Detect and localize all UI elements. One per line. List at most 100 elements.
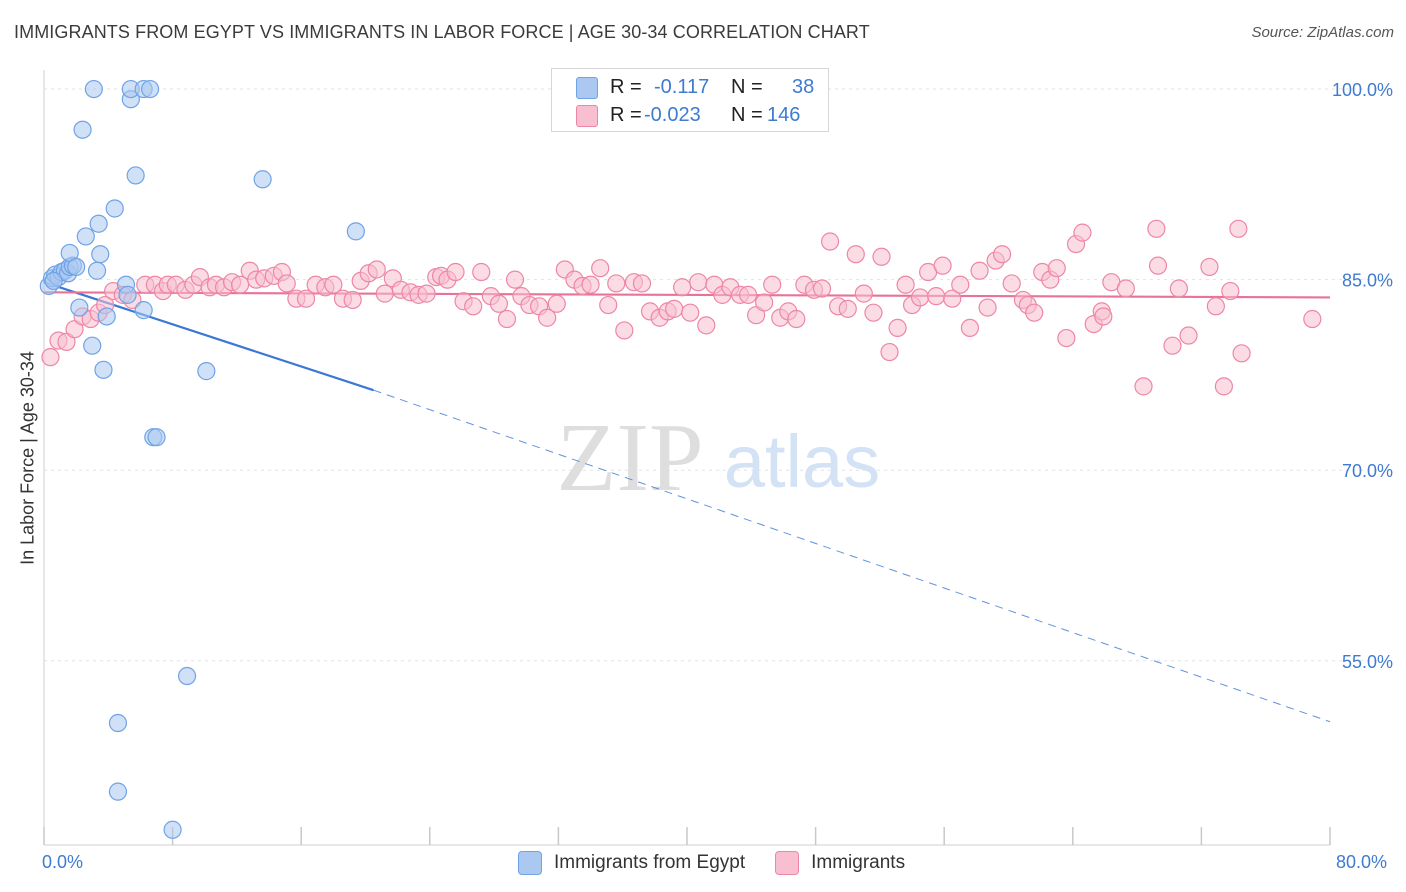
immigrants-point[interactable] — [375, 284, 394, 303]
immigrants-point[interactable] — [538, 308, 557, 327]
immigrants-point[interactable] — [489, 294, 509, 313]
immigrants-point[interactable] — [1169, 279, 1188, 298]
immigrants-point[interactable] — [951, 275, 970, 294]
egypt-point[interactable] — [76, 227, 95, 246]
immigrants-point[interactable] — [497, 309, 517, 329]
immigrants-point[interactable] — [838, 299, 857, 318]
immigrants-point[interactable] — [880, 342, 899, 362]
immigrants-point[interactable] — [1221, 281, 1240, 301]
immigrants-point[interactable] — [1073, 223, 1092, 242]
immigrants-point[interactable] — [1147, 219, 1166, 238]
immigrants-point[interactable] — [697, 316, 716, 335]
immigrants-point[interactable] — [1232, 344, 1251, 363]
immigrants-point[interactable] — [888, 318, 907, 338]
immigrants-point[interactable] — [933, 256, 952, 275]
egypt-point[interactable] — [73, 120, 92, 139]
immigrants-point[interactable] — [854, 284, 873, 303]
immigrants-point[interactable] — [846, 245, 865, 264]
immigrants-point[interactable] — [231, 275, 250, 294]
immigrants-point[interactable] — [547, 294, 566, 313]
egypt-point[interactable] — [105, 199, 124, 218]
immigrants-point[interactable] — [1200, 257, 1219, 277]
immigrants-point[interactable] — [505, 270, 525, 289]
immigrants-point[interactable] — [896, 275, 915, 294]
egypt-point[interactable] — [126, 166, 145, 185]
immigrants-point[interactable] — [943, 289, 962, 308]
immigrants-point[interactable] — [872, 247, 891, 266]
immigrants-point[interactable] — [1206, 297, 1225, 316]
immigrants-point[interactable] — [864, 303, 883, 322]
immigrants-point[interactable] — [1047, 259, 1066, 278]
immigrants-point[interactable] — [599, 295, 618, 315]
egypt-point[interactable] — [147, 428, 166, 447]
egypt-point[interactable] — [91, 245, 110, 264]
immigrants-point[interactable] — [1179, 326, 1198, 345]
egypt-point[interactable] — [84, 79, 103, 99]
immigrants-point[interactable] — [763, 275, 782, 294]
immigrants-point[interactable] — [296, 289, 316, 308]
immigrants-point[interactable] — [607, 274, 626, 293]
immigrants-point[interactable] — [1116, 279, 1135, 298]
immigrants-point[interactable] — [632, 274, 652, 293]
immigrants-point[interactable] — [927, 287, 946, 306]
immigrants-point[interactable] — [324, 275, 343, 294]
immigrants-point[interactable] — [910, 288, 930, 307]
immigrants-point[interactable] — [820, 232, 840, 251]
immigrants-point[interactable] — [970, 261, 989, 280]
immigrants-point[interactable] — [738, 285, 758, 304]
immigrants-point[interactable] — [689, 273, 708, 292]
immigrants-point[interactable] — [343, 290, 362, 310]
egypt-point[interactable] — [134, 301, 153, 320]
egypt-point[interactable] — [70, 298, 89, 317]
immigrants-point[interactable] — [681, 303, 700, 322]
immigrants-point[interactable] — [1303, 309, 1322, 329]
egypt-point[interactable] — [87, 261, 107, 280]
source-credit[interactable]: Source: ZipAtlas.com — [1251, 24, 1394, 41]
series-legend-immigrants[interactable]: Immigrants — [775, 851, 905, 875]
egypt-point[interactable] — [94, 360, 113, 379]
egypt-point[interactable] — [108, 782, 128, 801]
immigrants-point[interactable] — [787, 309, 806, 329]
egypt-point[interactable] — [163, 820, 182, 839]
immigrants-point[interactable] — [615, 321, 634, 340]
immigrants-point[interactable] — [1229, 219, 1248, 238]
immigrants-point[interactable] — [1134, 377, 1153, 396]
immigrants-point[interactable] — [1094, 307, 1113, 326]
immigrants-point[interactable] — [41, 348, 60, 367]
immigrants-point[interactable] — [978, 298, 997, 317]
immigrants-point[interactable] — [367, 260, 386, 279]
egypt-point[interactable] — [140, 79, 160, 99]
immigrants-point[interactable] — [472, 262, 491, 282]
immigrants-point[interactable] — [1025, 303, 1044, 322]
immigrants-point[interactable] — [464, 297, 483, 316]
y-axis-label: In Labor Force | Age 30-34 — [17, 351, 38, 565]
egypt-point[interactable] — [197, 362, 216, 381]
series-legend-egypt[interactable]: Immigrants from Egypt — [518, 851, 745, 875]
egypt-point[interactable] — [118, 285, 137, 304]
egypt-point[interactable] — [177, 666, 197, 686]
immigrants-point[interactable] — [665, 299, 684, 318]
egypt-point[interactable] — [89, 214, 108, 233]
immigrants-point[interactable] — [581, 275, 600, 294]
egypt-point[interactable] — [83, 336, 102, 355]
immigrants-point[interactable] — [1002, 274, 1021, 293]
immigrants-point[interactable] — [960, 318, 980, 338]
immigrants-point[interactable] — [1057, 328, 1076, 348]
egypt-point[interactable] — [108, 713, 128, 733]
immigrants-point[interactable] — [755, 293, 774, 312]
immigrants-point[interactable] — [417, 284, 436, 303]
immigrants-point[interactable] — [673, 278, 692, 297]
egypt-point[interactable] — [97, 307, 116, 326]
egypt-point[interactable] — [346, 222, 365, 241]
egypt-point[interactable] — [253, 170, 272, 189]
egypt-point[interactable] — [44, 271, 63, 291]
immigrants-point[interactable] — [992, 245, 1012, 264]
immigrants-point[interactable] — [1214, 377, 1234, 396]
immigrants-point[interactable] — [812, 279, 832, 298]
egypt-point[interactable] — [67, 257, 86, 277]
immigrants-point[interactable] — [591, 259, 610, 278]
immigrants-point[interactable] — [1163, 336, 1182, 355]
immigrants-point[interactable] — [277, 274, 296, 293]
immigrants-point[interactable] — [1148, 256, 1168, 275]
immigrants-point[interactable] — [446, 262, 465, 282]
